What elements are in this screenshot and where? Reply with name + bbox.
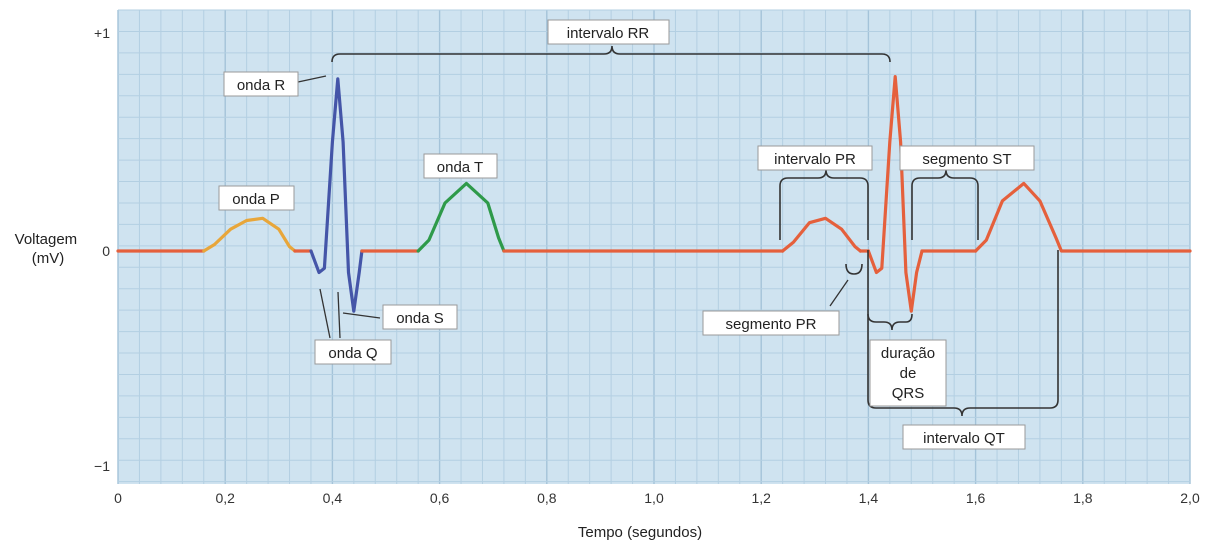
x-tick-label: 1,2	[751, 490, 771, 506]
x-tick-label: 2,0	[1180, 490, 1200, 506]
svg-text:intervalo PR: intervalo PR	[774, 151, 856, 168]
svg-text:onda P: onda P	[232, 191, 280, 208]
label-intervalo-rr: intervalo RR	[547, 19, 670, 45]
label-segmento-pr: segmento PR	[702, 310, 840, 336]
y-tick-label: +1	[94, 25, 110, 41]
svg-text:onda T: onda T	[437, 159, 483, 176]
x-tick-label: 1,6	[966, 490, 986, 506]
svg-text:onda R: onda R	[237, 77, 286, 94]
svg-text:duração: duração	[881, 345, 935, 362]
x-tick-label: 0	[114, 490, 122, 506]
leader-onda-s	[342, 312, 381, 319]
svg-text:onda Q: onda Q	[328, 345, 377, 362]
svg-text:segmento ST: segmento ST	[922, 151, 1011, 168]
svg-text:QRS: QRS	[892, 385, 925, 402]
bracket-duracao-qrs	[867, 313, 913, 331]
bracket-intervalo-qt	[867, 250, 1059, 417]
x-tick-label: 1,8	[1073, 490, 1093, 506]
svg-text:onda S: onda S	[396, 310, 444, 327]
ecg-trace	[116, 75, 1192, 313]
label-intervalo-qt: intervalo QT	[902, 424, 1026, 450]
x-tick-label: 0,6	[430, 490, 450, 506]
label-segmento-st: segmento ST	[899, 145, 1035, 171]
y-axis-title-line-1: Voltagem	[15, 231, 78, 248]
x-tick-label: 0,8	[537, 490, 557, 506]
y-axis-title: Voltagem (mV)	[15, 231, 82, 267]
y-tick-label: −1	[94, 458, 110, 474]
svg-text:intervalo RR: intervalo RR	[567, 25, 650, 42]
label-onda-t: onda T	[423, 153, 498, 179]
trace-p-wave-2	[781, 216, 862, 253]
label-duracao-qrs: duração de QRS	[869, 339, 947, 407]
leader-onda-q-1	[319, 288, 331, 339]
bracket-intervalo-rr	[331, 45, 891, 63]
svg-text:intervalo QT: intervalo QT	[923, 430, 1005, 447]
y-axis-title-line-2: (mV)	[32, 250, 65, 267]
y-tick-labels: +1 0 −1	[94, 25, 110, 474]
label-onda-r: onda R	[223, 71, 299, 97]
trace-t-wave	[416, 181, 506, 253]
label-onda-s: onda S	[382, 304, 458, 330]
label-onda-q: onda Q	[314, 339, 392, 365]
label-onda-p: onda P	[218, 185, 295, 211]
x-tick-label: 1,0	[644, 490, 664, 506]
trace-qrs	[309, 77, 364, 313]
trace-qrs-2	[866, 75, 924, 313]
x-tick-labels: 0 0,2 0,4 0,6 0,8 1,0 1,2 1,4 1,6 1,8 2,0	[114, 490, 1200, 506]
trace-t-wave-2	[974, 181, 1192, 253]
leader-segmento-pr	[829, 279, 849, 307]
svg-text:de: de	[900, 365, 917, 382]
x-tick-label: 0,2	[215, 490, 235, 506]
leader-onda-q-2	[337, 291, 341, 339]
trace-p-wave	[202, 216, 297, 253]
svg-text:segmento PR: segmento PR	[726, 316, 817, 333]
x-axis-title: Tempo (segundos)	[578, 524, 702, 541]
leader-onda-r	[297, 75, 327, 83]
label-intervalo-pr: intervalo PR	[757, 145, 873, 171]
bracket-segmento-pr	[845, 263, 863, 275]
x-tick-label: 1,4	[859, 490, 879, 506]
x-tick-label: 0,4	[323, 490, 343, 506]
y-tick-label: 0	[102, 243, 110, 259]
